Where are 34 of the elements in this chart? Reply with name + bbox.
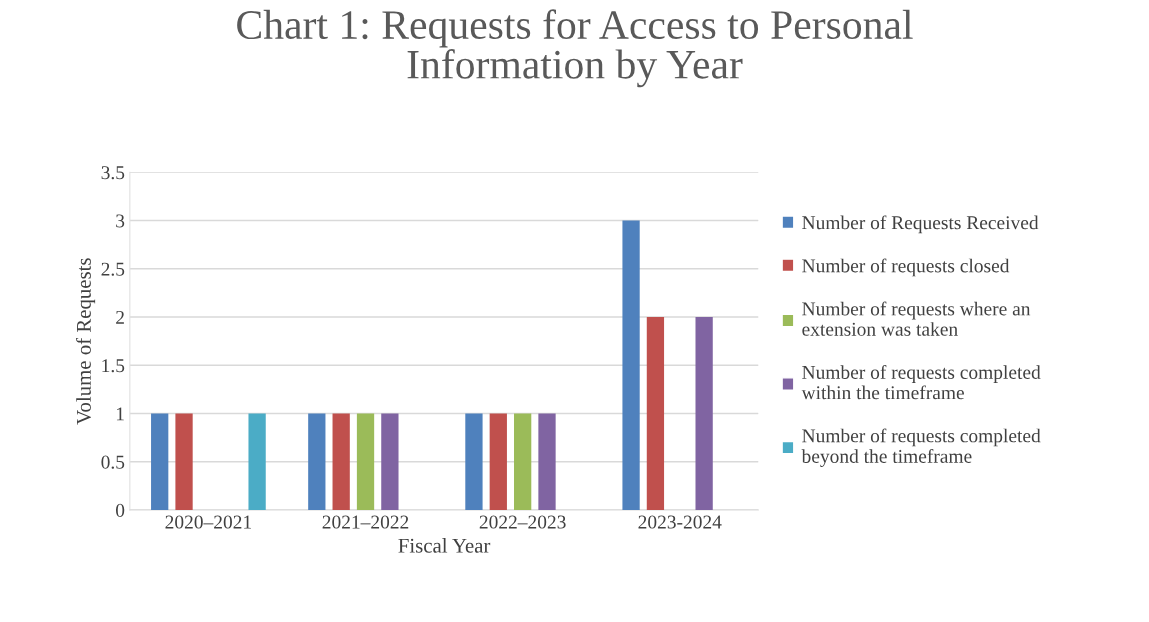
legend-label: Number of requests completed beyond the timeframe xyxy=(801,428,1041,467)
bar xyxy=(175,413,193,511)
y-tick-label: 2 xyxy=(116,310,124,324)
bar xyxy=(308,413,326,511)
y-tick-label: 1 xyxy=(116,407,124,421)
bar xyxy=(356,413,375,511)
bar xyxy=(646,317,665,511)
bar xyxy=(514,413,532,511)
bar xyxy=(332,413,350,511)
x-tick-label: 2020–2021 xyxy=(165,515,251,529)
bar xyxy=(695,317,713,511)
y-tick-label: 2.5 xyxy=(101,262,125,276)
y-axis-title: Volume of Requests xyxy=(76,258,96,425)
x-tick-label: 2021–2022 xyxy=(322,515,409,529)
bar xyxy=(622,220,640,511)
legend-label: Number of requests where an extension was taken xyxy=(802,301,1031,336)
x-tick-label: 2023-2024 xyxy=(638,515,722,529)
bar xyxy=(538,413,556,511)
y-tick-label: 3 xyxy=(116,214,125,228)
legend-label: Number of Requests Received xyxy=(802,215,1039,234)
bar xyxy=(248,413,266,511)
y-tick-label: 1.5 xyxy=(102,359,125,373)
chart-title: Chart 1: Requests for Access to Personal Information by Year xyxy=(237,9,913,88)
x-tick-label: 2022–2023 xyxy=(479,515,566,529)
bar xyxy=(465,413,483,511)
legend-label: Number of requests completed within the timeframe xyxy=(801,365,1041,400)
bar xyxy=(381,413,399,511)
y-tick-label: 0.5 xyxy=(101,455,125,469)
bar xyxy=(489,413,507,511)
legend-label: Number of requests closed xyxy=(802,258,1010,277)
x-axis-title: Fiscal Year xyxy=(398,538,491,553)
bar xyxy=(151,413,169,511)
y-tick-label: 3.5 xyxy=(101,166,125,180)
y-tick-label: 0 xyxy=(115,503,125,517)
